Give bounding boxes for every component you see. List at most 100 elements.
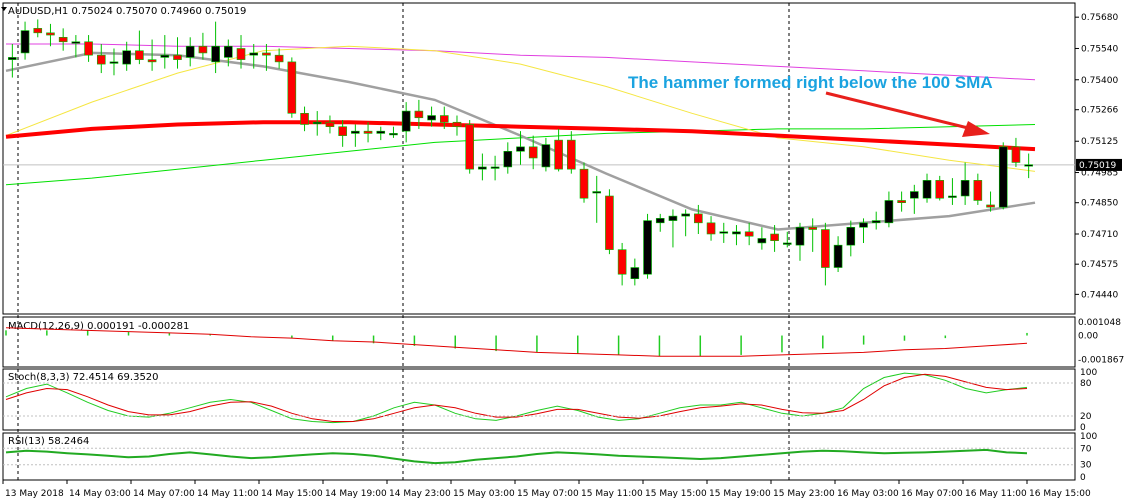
- bear-candle: [821, 229, 830, 268]
- bull-candle: [503, 150, 513, 168]
- bull-candle: [655, 218, 665, 224]
- bear-candle: [33, 28, 43, 34]
- price-tick-label: 0.74575: [1081, 260, 1118, 270]
- bear-candle: [274, 54, 284, 63]
- rsi-pane-frame: [2, 432, 1076, 481]
- bear-candle: [439, 115, 449, 123]
- bull-candle: [401, 110, 411, 132]
- bull-candle: [719, 231, 729, 234]
- time-tick-label: 15 May 03:00: [453, 489, 515, 499]
- bull-candle: [922, 180, 932, 199]
- bull-candle: [478, 166, 487, 170]
- bull-candle: [71, 41, 81, 44]
- bull-candle: [681, 213, 690, 217]
- rsi-series: [5, 448, 1028, 465]
- bull-candle: [389, 133, 398, 136]
- bear-candle: [84, 41, 93, 56]
- time-tick-label: 16 May 07:00: [901, 489, 963, 499]
- bull-candle: [249, 52, 259, 56]
- bull-candle: [1024, 164, 1033, 167]
- bull-candle: [312, 121, 322, 125]
- bear-candle: [567, 139, 576, 170]
- time-tick-label: 16 May 11:00: [965, 489, 1027, 499]
- macd-signal-line: [5, 327, 1028, 357]
- bear-candle: [465, 124, 474, 170]
- bull-candle: [668, 215, 678, 221]
- bull-candle: [490, 166, 500, 169]
- bear-candle: [986, 204, 995, 208]
- rsi-line: [5, 448, 1028, 465]
- sma-100-red-line: [5, 120, 1036, 152]
- bull-candle: [211, 45, 220, 63]
- rsi-tick-label: 100: [1080, 432, 1097, 442]
- macd-series: [5, 327, 1028, 357]
- bear-candle: [808, 226, 817, 230]
- candles: [8, 19, 1033, 286]
- bear-candle: [694, 213, 703, 224]
- bear-candle: [363, 130, 373, 134]
- bear-candle: [528, 146, 538, 159]
- sma-yellow-line: [5, 45, 1036, 172]
- main-pane-frame: [2, 2, 1076, 315]
- price-tick-label: 0.75266: [1081, 106, 1118, 116]
- bear-candle: [287, 61, 297, 114]
- macd-title: MACD(12,26,9) 0.000191 -0.000281: [8, 321, 189, 332]
- price-tick-label: 0.74710: [1081, 230, 1118, 240]
- annotation-text: The hammer formed right below the 100 SM…: [628, 73, 993, 92]
- bear-candle: [973, 180, 983, 201]
- bull-candle: [757, 238, 767, 244]
- bear-candle: [706, 222, 716, 235]
- bull-candle: [8, 57, 17, 60]
- bear-candle: [338, 126, 347, 136]
- time-tick-label: 14 May 19:00: [325, 489, 387, 499]
- price-tick-label: 0.74985: [1081, 169, 1118, 179]
- bull-candle: [910, 191, 919, 199]
- bull-candle: [20, 30, 30, 54]
- stoch-title: Stoch(8,3,3) 72.4514 69.3520: [8, 372, 159, 383]
- bull-candle: [427, 115, 436, 121]
- bear-candle: [96, 54, 106, 65]
- bear-candle: [452, 121, 462, 128]
- bear-candle: [262, 52, 271, 56]
- time-tick-label: 13 May 2018: [5, 489, 64, 499]
- rsi-tick-label: 30: [1080, 461, 1092, 471]
- bull-candle: [516, 146, 525, 152]
- bear-candle: [1011, 146, 1021, 163]
- time-tick-label: 15 May 15:00: [645, 489, 707, 499]
- stoch-tick-label: 80: [1080, 379, 1092, 389]
- current-price-label: 0.75019: [1079, 161, 1116, 171]
- bull-candle: [592, 191, 602, 194]
- bull-candle: [960, 180, 970, 197]
- bear-candle: [770, 233, 779, 242]
- macd-tick-label: -0.001867: [1078, 356, 1124, 366]
- price-tick-label: 0.75540: [1081, 44, 1118, 54]
- bear-candle: [554, 139, 563, 170]
- bull-candle: [643, 220, 652, 275]
- bear-candle: [414, 110, 424, 119]
- time-tick-label: 16 May 03:00: [837, 489, 899, 499]
- bull-candle: [185, 45, 195, 58]
- bear-candle: [173, 54, 182, 60]
- bull-candle: [884, 200, 894, 224]
- time-tick-label: 15 May 07:00: [517, 489, 579, 499]
- annotation-arrow: [825, 91, 969, 130]
- stoch-tick-label: 0: [1080, 423, 1086, 433]
- rsi-tick-label: 70: [1080, 444, 1092, 454]
- bear-candle: [579, 168, 589, 199]
- current-price-box: [1076, 158, 1122, 171]
- bull-candle: [998, 146, 1008, 208]
- bull-candle: [833, 244, 843, 268]
- bear-candle: [300, 112, 309, 125]
- bull-candle: [541, 144, 551, 168]
- bull-candle: [846, 226, 856, 246]
- main-title: AUDUSD,H1 0.75024 0.75070 0.74960 0.7501…: [8, 6, 246, 17]
- dropdown-triangle-icon[interactable]: [1, 7, 7, 11]
- time-axis: 13 May 2018 14 May 03:00 14 May 07:00 14 Ma…: [2, 480, 1091, 499]
- bull-candle: [122, 50, 131, 65]
- bull-candle: [871, 220, 881, 224]
- stoch-tick-label: 100: [1080, 368, 1097, 378]
- rsi-tick-label: 0: [1080, 473, 1086, 483]
- time-tick-label: 14 May 15:00: [261, 489, 323, 499]
